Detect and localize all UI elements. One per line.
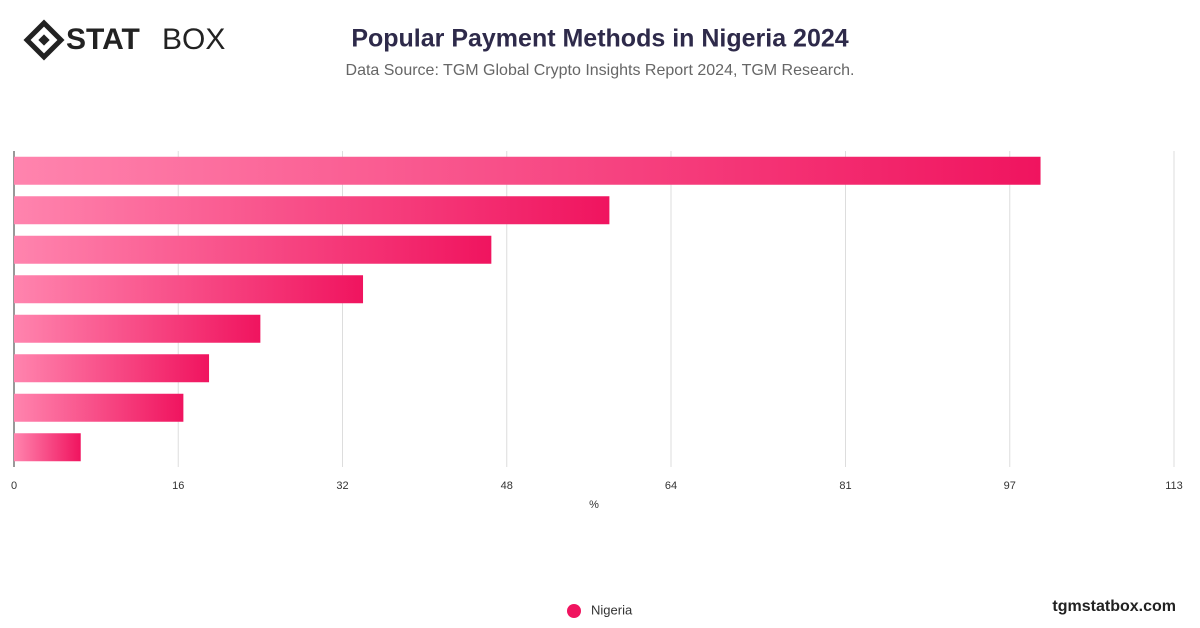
bar xyxy=(14,196,610,225)
x-tick-label: 48 xyxy=(501,480,513,492)
bar xyxy=(14,314,261,343)
legend-swatch xyxy=(567,604,581,618)
footer: tgmstatbox.com xyxy=(1052,598,1176,615)
bar xyxy=(14,156,1041,185)
x-tick-label: 113 xyxy=(1165,480,1183,492)
bar xyxy=(14,354,210,383)
chart-subtitle: Data Source: TGM Global Crypto Insights … xyxy=(346,62,855,79)
logo-bold: STAT xyxy=(66,23,140,56)
logo-light: BOX xyxy=(162,23,225,56)
bar xyxy=(14,433,81,462)
x-tick-label: 81 xyxy=(839,480,851,492)
x-axis-label: % xyxy=(589,499,599,511)
x-tick-label: 64 xyxy=(665,480,677,492)
legend-label: Nigeria xyxy=(591,602,633,617)
logo-icon xyxy=(23,19,65,61)
x-tick-label: 97 xyxy=(1004,480,1016,492)
x-tick-label: 16 xyxy=(172,480,184,492)
bar xyxy=(14,393,184,422)
chart-title: Popular Payment Methods in Nigeria 2024 xyxy=(351,25,848,53)
x-tick-label: 32 xyxy=(336,480,348,492)
bar xyxy=(14,235,492,264)
logo: STAT BOX xyxy=(23,19,225,61)
bar xyxy=(14,275,364,304)
x-tick-label: 0 xyxy=(11,480,17,492)
